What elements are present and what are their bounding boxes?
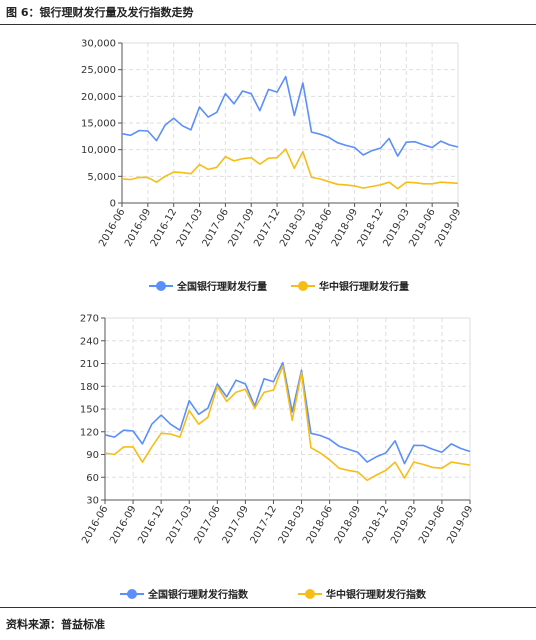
y-tick-label: 90 <box>86 450 99 461</box>
y-tick-label: 30 <box>86 496 99 507</box>
legend-marker <box>127 589 137 599</box>
legend-label: 全国银行理财发行指数 <box>147 588 249 601</box>
y-tick-label: 240 <box>80 336 99 347</box>
y-tick-label: 10,000 <box>81 145 116 156</box>
x-tick-label: 2017-09 <box>221 504 251 546</box>
series-line-central <box>121 148 459 190</box>
series-line-national <box>104 361 471 465</box>
top-rule <box>0 24 536 25</box>
y-tick-label: 0 <box>110 199 116 210</box>
issuance-index-chart: 3060901201501802102402702016-062016-0920… <box>80 314 476 602</box>
legend-label: 全国银行理财发行量 <box>176 280 267 293</box>
series-line-central <box>104 364 471 482</box>
y-tick-label: 15,000 <box>81 119 116 130</box>
y-tick-label: 30,000 <box>81 39 116 50</box>
bottom-rule <box>0 607 536 608</box>
source-note: 资料来源：普益标准 <box>6 618 105 631</box>
y-tick-label: 210 <box>80 359 99 370</box>
y-tick-label: 25,000 <box>81 65 116 76</box>
x-tick-label: 2019-03 <box>389 504 419 546</box>
series-line-national <box>121 75 459 157</box>
x-tick-label: 2019-09 <box>445 504 475 546</box>
legend-label: 华中银行理财发行指数 <box>326 588 427 601</box>
x-tick-label: 2016-09 <box>108 504 138 546</box>
y-tick-label: 270 <box>80 314 99 325</box>
x-tick-label: 2019-09 <box>433 207 463 249</box>
legend-marker <box>298 281 308 291</box>
y-tick-label: 120 <box>80 427 99 438</box>
x-tick-label: 2017-06 <box>192 504 222 546</box>
y-tick-label: 180 <box>80 382 99 393</box>
x-tick-label: 2018-09 <box>333 504 363 546</box>
x-tick-label: 2017-12 <box>249 504 279 546</box>
x-tick-label: 2016-12 <box>136 504 166 546</box>
x-tick-label: 2018-06 <box>305 504 335 546</box>
legend-marker <box>305 589 315 599</box>
x-tick-label: 2019-06 <box>417 504 447 546</box>
figure-title: 图 6：银行理财发行量及发行指数走势 <box>6 6 194 19</box>
x-tick-label: 2018-12 <box>361 504 391 546</box>
x-tick-label: 2018-03 <box>277 504 307 546</box>
y-tick-label: 20,000 <box>81 92 116 103</box>
y-tick-label: 5,000 <box>87 172 116 183</box>
legend-marker <box>156 281 166 291</box>
legend-label: 华中银行理财发行量 <box>319 280 409 293</box>
x-tick-label: 2016-06 <box>80 504 110 546</box>
y-tick-label: 150 <box>80 405 99 416</box>
y-tick-label: 60 <box>86 473 99 484</box>
x-tick-label: 2017-03 <box>164 504 194 546</box>
issuance-volume-chart: 05,00010,00015,00020,00025,00030,0002016… <box>81 39 464 294</box>
